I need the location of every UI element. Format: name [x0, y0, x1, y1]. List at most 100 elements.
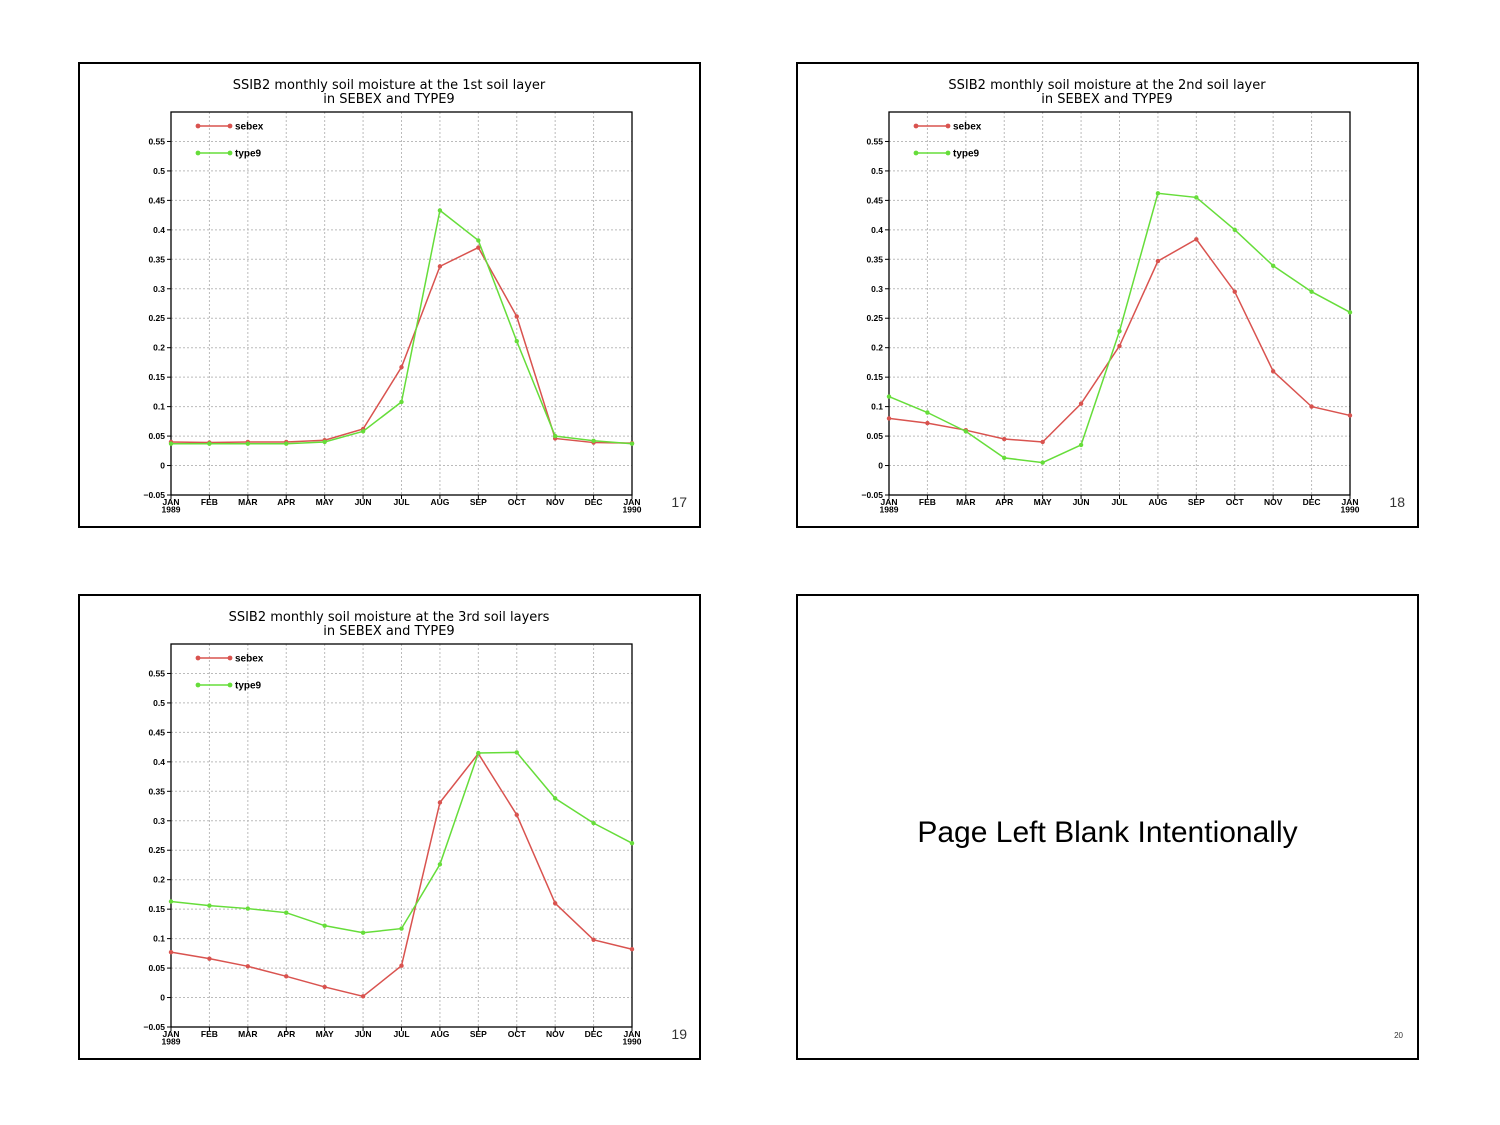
data-point-type9 [1194, 195, 1199, 200]
x-tick-label: JAN [162, 1029, 179, 1039]
data-point-sebex [1040, 439, 1045, 445]
x-tick-label: AUG [430, 1029, 449, 1039]
y-tick-label: 0 [878, 461, 883, 471]
y-tick-label: 0.1 [153, 934, 165, 944]
legend-marker-sebex [913, 123, 919, 129]
x-tick-label: APR [277, 1029, 295, 1039]
x-tick-label: JUL [393, 497, 409, 507]
data-point-type9 [963, 429, 969, 434]
y-tick-label: 0.45 [148, 727, 165, 737]
y-tick-label: 0.2 [871, 343, 883, 353]
data-point-type9 [591, 820, 596, 826]
x-tick-label: MAY [316, 1029, 334, 1039]
legend-label-type9: type9 [235, 149, 262, 160]
legend-label-sebex: sebex [953, 122, 982, 133]
data-point-type9 [925, 410, 930, 415]
y-tick-label: 0.35 [866, 254, 883, 264]
data-point-sebex [591, 937, 596, 942]
legend-marker-sebex [945, 123, 951, 129]
data-point-type9 [245, 906, 251, 911]
data-point-type9 [1270, 263, 1276, 268]
y-tick-label: 0.3 [871, 284, 883, 294]
x-tick-label: OCT [1226, 497, 1245, 507]
data-point-sebex [360, 994, 366, 999]
legend-marker-type9 [913, 150, 919, 156]
x-tick-label: APR [277, 497, 295, 507]
x-tick-label: 1989 [162, 505, 181, 515]
y-tick-label: 0.35 [148, 786, 165, 796]
legend-marker-sebex [227, 123, 233, 129]
x-tick-label: SEP [470, 497, 487, 507]
data-point-sebex [245, 964, 251, 969]
data-point-type9 [399, 926, 404, 931]
x-tick-label: 1990 [623, 505, 642, 515]
data-point-type9 [1232, 227, 1237, 233]
data-point-sebex [1270, 369, 1276, 374]
chart-title-line: in SEBEX and TYPE9 [1041, 92, 1172, 107]
legend-label-type9: type9 [953, 149, 980, 160]
legend-marker-type9 [195, 150, 201, 156]
page-number: 18 [1389, 494, 1405, 510]
data-point-sebex [1309, 404, 1314, 409]
x-tick-label: OCT [508, 497, 527, 507]
legend-label-type9: type9 [235, 681, 262, 692]
legend-marker-type9 [227, 682, 233, 688]
data-point-sebex [437, 264, 443, 269]
data-point-type9 [552, 433, 558, 439]
x-tick-label: SEP [470, 1029, 487, 1039]
slide-20: Page Left Blank Intentionally 20 [796, 594, 1419, 1060]
y-tick-label: 0.1 [871, 402, 883, 412]
data-point-sebex [1347, 413, 1353, 418]
data-point-sebex [1194, 237, 1199, 242]
x-tick-label: JUL [1111, 497, 1127, 507]
y-tick-label: 0.4 [153, 225, 165, 235]
chart-title-line: in SEBEX and TYPE9 [323, 624, 454, 639]
blank-page-message: Page Left Blank Intentionally [917, 816, 1298, 849]
page-number: 20 [1394, 1031, 1403, 1040]
x-tick-label: 1989 [162, 1037, 181, 1047]
y-tick-label: 0.5 [153, 698, 165, 708]
data-point-sebex [514, 812, 519, 818]
soil-moisture-chart-layer2: SSIB2 monthly soil moisture at the 2nd s… [861, 78, 1360, 515]
page-number: 19 [671, 1026, 687, 1042]
data-point-type9 [284, 910, 289, 915]
x-tick-label: FEB [919, 497, 936, 507]
data-point-type9 [514, 750, 519, 755]
data-point-type9 [886, 394, 892, 399]
soil-moisture-chart-layer3: SSIB2 monthly soil moisture at the 3rd s… [143, 610, 641, 1047]
x-tick-label: MAR [238, 497, 257, 507]
legend-marker-sebex [195, 123, 201, 129]
slide-17: SSIB2 monthly soil moisture at the 1st s… [78, 62, 701, 528]
x-tick-label: DEC [585, 497, 603, 507]
legend-label-sebex: sebex [235, 122, 264, 133]
y-tick-label: 0.3 [153, 816, 165, 826]
x-tick-label: MAR [956, 497, 975, 507]
data-point-type9 [629, 441, 635, 446]
legend-marker-sebex [227, 655, 233, 661]
data-point-type9 [360, 930, 366, 935]
data-point-type9 [552, 796, 558, 801]
y-tick-label: 0 [160, 461, 165, 471]
x-tick-label: AUG [1148, 497, 1167, 507]
x-tick-label: 1990 [1341, 505, 1360, 515]
data-point-sebex [168, 949, 174, 955]
page-number: 17 [671, 494, 687, 510]
data-point-type9 [514, 339, 519, 344]
y-tick-label: 0.05 [148, 431, 165, 441]
data-point-type9 [437, 208, 443, 213]
y-tick-label: 0.3 [153, 284, 165, 294]
data-point-type9 [476, 750, 481, 756]
x-tick-label: NOV [546, 1029, 565, 1039]
data-point-type9 [629, 840, 635, 846]
data-point-sebex [886, 416, 892, 421]
data-point-sebex [476, 245, 481, 250]
data-point-type9 [322, 439, 327, 445]
y-tick-label: 0 [160, 993, 165, 1003]
y-tick-label: 0.25 [148, 313, 165, 323]
data-point-type9 [437, 862, 443, 867]
data-point-sebex [207, 956, 212, 961]
x-tick-label: JAN [880, 497, 897, 507]
x-tick-label: FEB [201, 497, 218, 507]
y-tick-label: 0.55 [148, 136, 165, 146]
y-tick-label: 0.45 [148, 195, 165, 205]
